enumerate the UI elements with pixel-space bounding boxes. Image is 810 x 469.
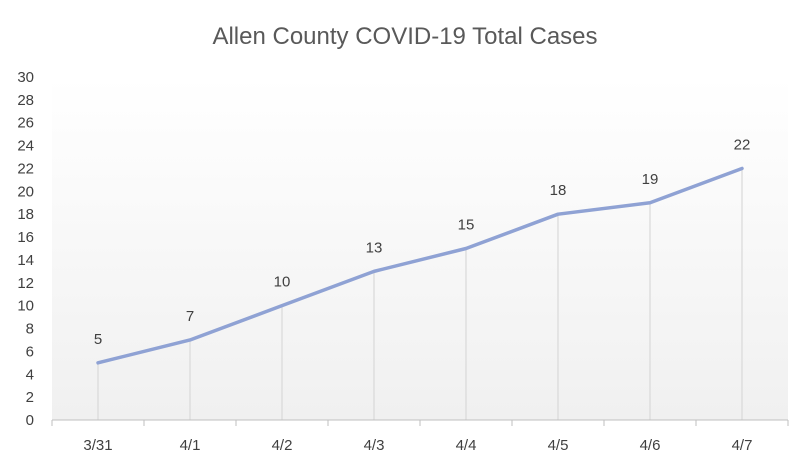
x-tick-label: 4/4 (456, 437, 477, 454)
x-tick-label: 4/1 (180, 437, 201, 454)
y-tick-label: 20 (17, 183, 34, 200)
y-tick-label: 0 (26, 412, 34, 429)
y-tick-label: 18 (17, 206, 34, 223)
data-label: 15 (458, 217, 475, 234)
series-line (96, 166, 744, 365)
y-tick-label: 30 (17, 69, 34, 86)
data-label: 5 (94, 331, 102, 348)
y-tick-label: 24 (17, 138, 34, 155)
x-tick-label: 4/3 (364, 437, 385, 454)
y-tick-label: 14 (17, 252, 34, 269)
y-tick-label: 12 (17, 275, 34, 292)
y-tick-label: 10 (17, 298, 34, 315)
x-axis-labels: 3/31 4/1 4/2 4/3 4/4 4/5 4/6 4/7 (83, 437, 752, 454)
y-tick-label: 4 (26, 366, 34, 383)
data-labels: 5 7 10 13 15 18 19 22 (94, 136, 751, 347)
y-tick-label: 8 (26, 321, 34, 338)
y-tick-label: 28 (17, 92, 34, 109)
x-tick-label: 3/31 (83, 437, 112, 454)
data-label: 13 (366, 239, 383, 256)
y-tick-label: 6 (26, 343, 34, 360)
data-label: 7 (186, 308, 194, 325)
y-tick-label: 22 (17, 160, 34, 177)
y-tick-label: 16 (17, 229, 34, 246)
data-label: 19 (642, 171, 659, 188)
y-tick-label: 2 (26, 389, 34, 406)
drop-lines (97, 168, 743, 420)
data-label: 22 (734, 136, 751, 153)
chart-title: Allen County COVID-19 Total Cases (212, 23, 597, 50)
x-tick-label: 4/7 (732, 437, 753, 454)
x-tick-label: 4/6 (640, 437, 661, 454)
x-tick-label: 4/5 (548, 437, 569, 454)
y-tick-label: 26 (17, 115, 34, 132)
plot-area (52, 77, 788, 420)
data-label: 18 (550, 182, 567, 199)
x-axis-ticks (51, 420, 789, 426)
x-tick-label: 4/2 (272, 437, 293, 454)
data-label: 10 (274, 274, 291, 291)
